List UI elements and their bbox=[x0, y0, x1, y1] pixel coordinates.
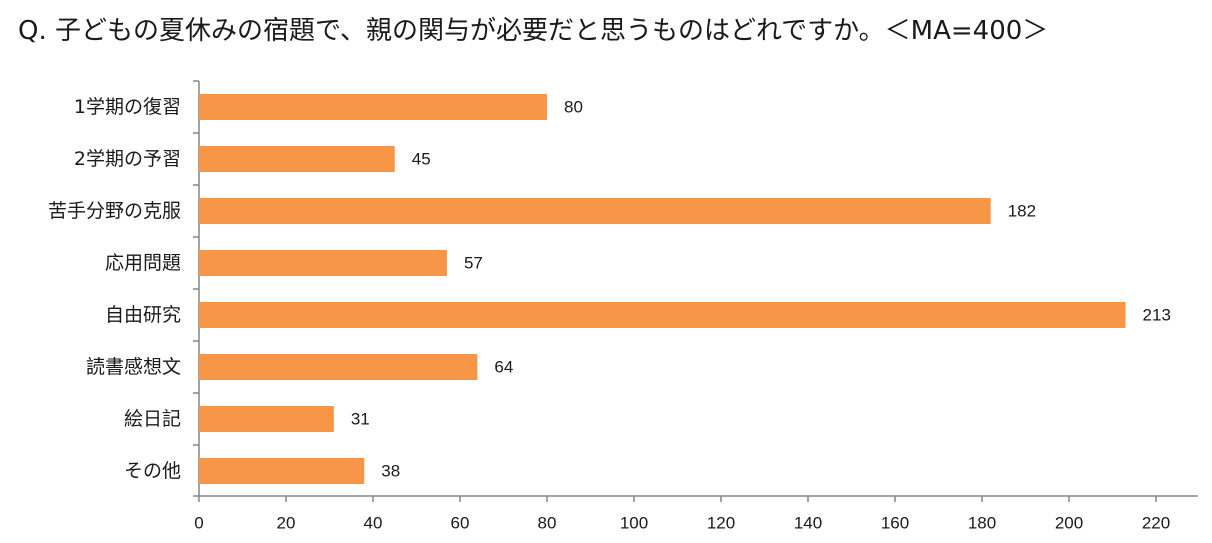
data-label: 80 bbox=[564, 98, 583, 117]
bar bbox=[199, 354, 478, 380]
x-tick-label: 40 bbox=[364, 514, 383, 533]
category-label: 1学期の復習 bbox=[74, 96, 181, 118]
data-label: 213 bbox=[1143, 306, 1171, 325]
category-label: 応用問題 bbox=[105, 252, 181, 274]
x-tick-label: 100 bbox=[620, 514, 648, 533]
category-label: 自由研究 bbox=[105, 304, 181, 326]
x-tick-label: 60 bbox=[451, 514, 470, 533]
bar bbox=[199, 458, 365, 484]
bar bbox=[199, 302, 1126, 328]
data-label: 57 bbox=[464, 254, 483, 273]
x-tick-label: 20 bbox=[277, 514, 296, 533]
data-label: 31 bbox=[351, 410, 370, 429]
bar bbox=[199, 94, 547, 120]
bar bbox=[199, 406, 334, 432]
data-label: 45 bbox=[412, 150, 431, 169]
x-tick-label: 0 bbox=[194, 514, 203, 533]
category-label: その他 bbox=[124, 460, 181, 482]
bar bbox=[199, 198, 991, 224]
x-tick-label: 200 bbox=[1055, 514, 1083, 533]
data-label: 182 bbox=[1008, 202, 1036, 221]
x-tick-label: 140 bbox=[794, 514, 822, 533]
bar bbox=[199, 146, 395, 172]
category-label: 2学期の予習 bbox=[74, 148, 181, 170]
x-tick-label: 80 bbox=[538, 514, 557, 533]
category-label: 読書感想文 bbox=[86, 356, 181, 378]
chart-title: Q. 子どもの夏休みの宿題で、親の関与が必要だと思うものはどれですか。＜MA=4… bbox=[18, 16, 1049, 46]
x-tick-label: 180 bbox=[968, 514, 996, 533]
bar bbox=[199, 250, 447, 276]
x-tick-label: 220 bbox=[1142, 514, 1170, 533]
x-tick-label: 120 bbox=[707, 514, 735, 533]
data-label: 64 bbox=[494, 358, 513, 377]
category-label: 苦手分野の克服 bbox=[48, 200, 181, 222]
data-label: 38 bbox=[381, 462, 400, 481]
category-label: 絵日記 bbox=[124, 408, 181, 430]
x-tick-label: 160 bbox=[881, 514, 909, 533]
